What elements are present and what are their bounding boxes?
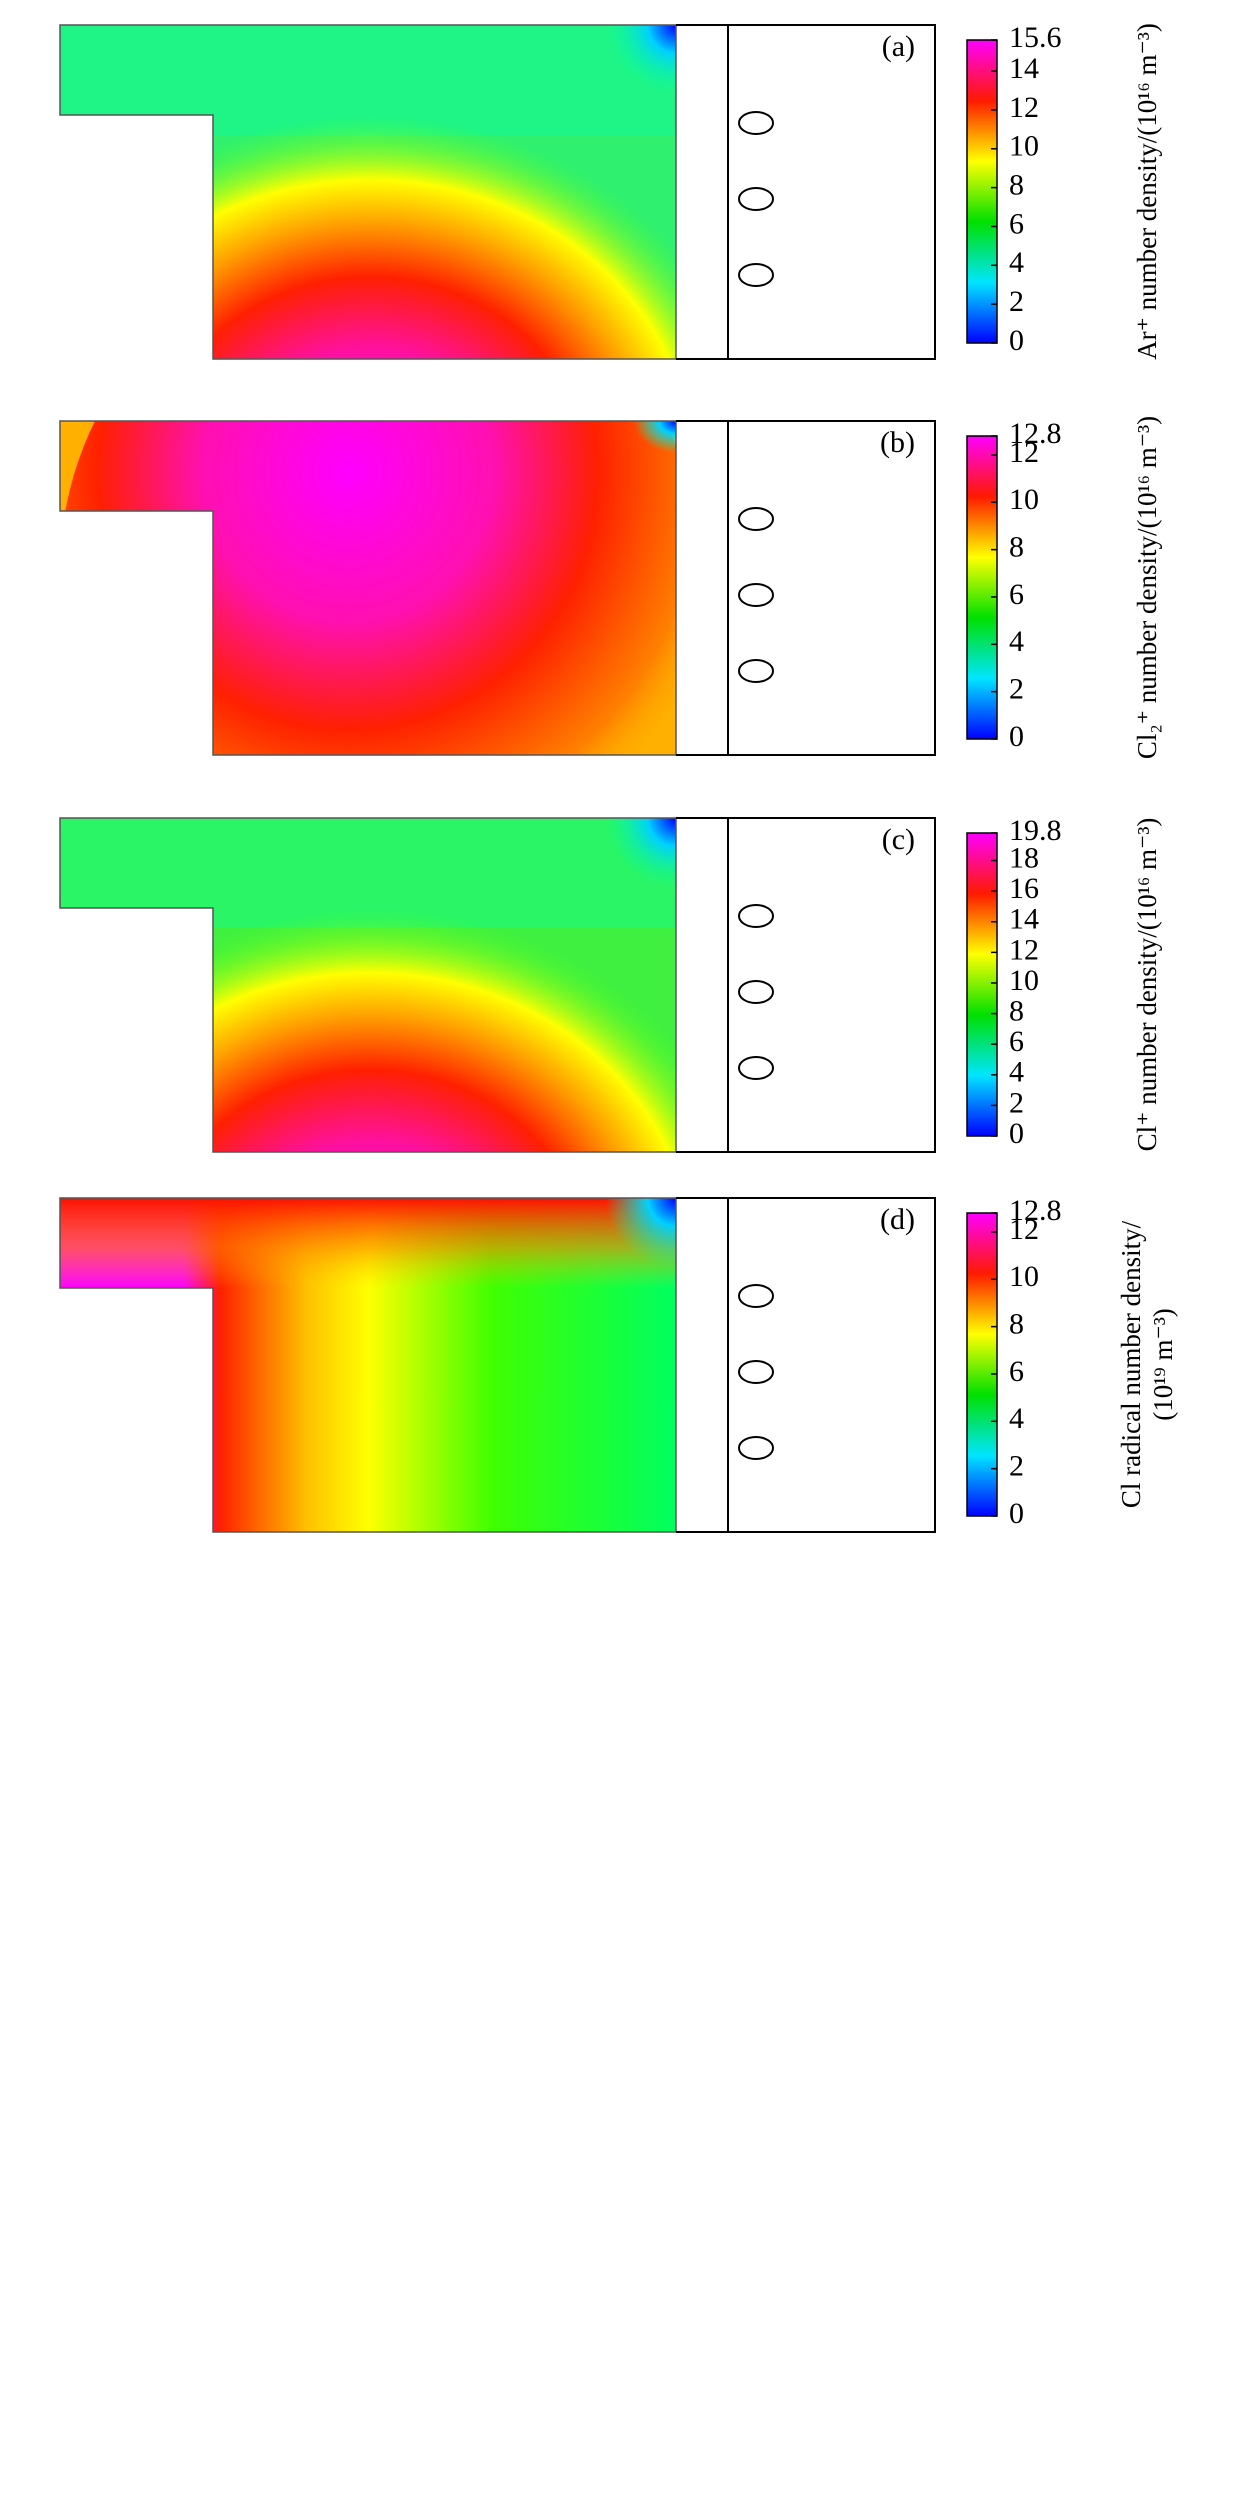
colorbar-tick-label: 8 [1009, 169, 1024, 202]
colorbar [966, 435, 998, 740]
colorbar-tick-label: 12 [1009, 933, 1039, 966]
panel-label: (a) [882, 30, 915, 63]
panel-label: (b) [880, 426, 915, 459]
colorbar-tick-label: 6 [1009, 207, 1024, 240]
cold-corner [476, 818, 676, 1018]
colorbar-tick-label: 6 [1009, 1355, 1024, 1388]
heatmap [60, 1198, 676, 1532]
hot-region [60, 421, 676, 755]
coil [738, 1436, 774, 1460]
colorbar-label: Ar⁺ number density/(10¹⁶ m⁻³) [1132, 23, 1162, 360]
coil [738, 187, 774, 211]
coil [738, 1056, 774, 1080]
colorbar-tick-label: 2 [1009, 673, 1024, 706]
colorbar-tick-label: 4 [1009, 1056, 1024, 1089]
colorbar-tick-label: 19.8 [1009, 814, 1062, 847]
coil [738, 904, 774, 928]
panel-label: (c) [882, 823, 915, 856]
colorbar-tick-label: 12.8 [1009, 417, 1062, 450]
colorbar-tick-label: 4 [1009, 1402, 1024, 1435]
colorbar-tick-label: 10 [1009, 964, 1039, 997]
coil [738, 1284, 774, 1308]
colorbar-tick-label: 0 [1009, 324, 1024, 357]
colorbar-tick-label: 16 [1009, 872, 1039, 905]
colorbar-tick-label: 12 [1009, 91, 1039, 124]
colorbar-tick-label: 12.8 [1009, 1194, 1062, 1227]
coil [738, 263, 774, 287]
colorbar [966, 832, 998, 1137]
colorbar-label: Cl radical number density/ [1116, 1220, 1146, 1508]
colorbar-tick-label: 0 [1009, 1497, 1024, 1530]
coil [738, 980, 774, 1004]
colorbar-label: (10¹⁹ m⁻³) [1148, 1308, 1178, 1421]
coil [738, 507, 774, 531]
colorbar-tick-label: 18 [1009, 841, 1039, 874]
colorbar [966, 39, 998, 344]
colorbar-tick-label: 12 [1009, 436, 1039, 469]
colorbar-tick-label: 0 [1009, 1117, 1024, 1150]
colorbar-tick-label: 4 [1009, 625, 1024, 658]
colorbar-tick-label: 0 [1009, 720, 1024, 753]
colorbar-tick-label: 6 [1009, 1025, 1024, 1058]
colorbar-tick-label: 10 [1009, 1260, 1039, 1293]
colorbar-tick-label: 2 [1009, 285, 1024, 318]
colorbar-tick-label: 2 [1009, 1450, 1024, 1483]
colorbar-tick-label: 2 [1009, 1086, 1024, 1119]
coil [738, 659, 774, 683]
colorbar-tick-label: 8 [1009, 994, 1024, 1027]
electrode-box [727, 1197, 936, 1533]
cold-corner [556, 421, 676, 511]
electrode-box [727, 420, 936, 756]
colorbar-tick-label: 10 [1009, 483, 1039, 516]
colorbar-label: Cl⁺ number density/(10¹⁶ m⁻³) [1132, 818, 1162, 1152]
electrode-box [727, 24, 936, 360]
colorbar-tick-label: 4 [1009, 246, 1024, 279]
coil [738, 1360, 774, 1384]
colorbar-label: Cl₂⁺ number density/(10¹⁶ m⁻³) [1132, 416, 1162, 759]
colorbar-tick-label: 14 [1009, 52, 1039, 85]
colorbar-tick-label: 15.6 [1009, 21, 1062, 54]
coil [738, 583, 774, 607]
colorbar-tick-label: 8 [1009, 1308, 1024, 1341]
panel-label: (d) [880, 1203, 915, 1236]
electrode-box [727, 817, 936, 1153]
colorbar [966, 1212, 998, 1517]
colorbar-tick-label: 12 [1009, 1213, 1039, 1246]
colorbar-tick-label: 6 [1009, 578, 1024, 611]
cold-corner [476, 1198, 676, 1398]
coil [738, 111, 774, 135]
cold-corner [476, 25, 676, 225]
colorbar-tick-label: 14 [1009, 903, 1039, 936]
colorbar-tick-label: 10 [1009, 130, 1039, 163]
colorbar-tick-label: 8 [1009, 531, 1024, 564]
